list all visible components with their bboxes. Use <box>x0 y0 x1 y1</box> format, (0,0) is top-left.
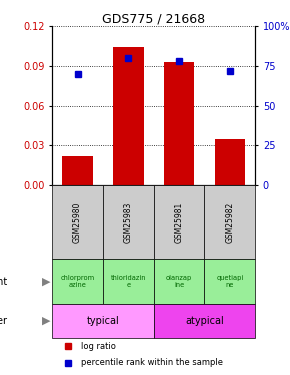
Bar <box>154 304 255 338</box>
Bar <box>164 62 194 185</box>
Text: atypical: atypical <box>185 316 224 326</box>
Bar <box>204 185 255 260</box>
Text: GSM25980: GSM25980 <box>73 201 82 243</box>
Text: typical: typical <box>87 316 119 326</box>
Text: percentile rank within the sample: percentile rank within the sample <box>81 358 223 368</box>
Title: GDS775 / 21668: GDS775 / 21668 <box>102 12 205 25</box>
Text: other: other <box>0 316 8 326</box>
Bar <box>113 47 144 185</box>
Bar <box>52 304 154 338</box>
Text: ▶: ▶ <box>42 316 50 326</box>
Text: olanzap
ine: olanzap ine <box>166 275 192 288</box>
Text: GSM25983: GSM25983 <box>124 201 133 243</box>
Text: GSM25981: GSM25981 <box>175 201 184 243</box>
Bar <box>62 156 93 185</box>
Bar <box>52 185 103 260</box>
Text: chlorprom
azine: chlorprom azine <box>61 275 95 288</box>
Bar <box>154 185 204 260</box>
Bar <box>154 260 204 304</box>
Bar <box>204 260 255 304</box>
Text: agent: agent <box>0 277 8 287</box>
Text: ▶: ▶ <box>42 277 50 287</box>
Bar <box>103 260 154 304</box>
Bar <box>52 260 103 304</box>
Text: GSM25982: GSM25982 <box>225 201 234 243</box>
Bar <box>103 185 154 260</box>
Text: log ratio: log ratio <box>81 342 115 351</box>
Text: quetiapi
ne: quetiapi ne <box>216 275 243 288</box>
Text: thioridazin
e: thioridazin e <box>110 275 146 288</box>
Bar <box>215 138 245 185</box>
